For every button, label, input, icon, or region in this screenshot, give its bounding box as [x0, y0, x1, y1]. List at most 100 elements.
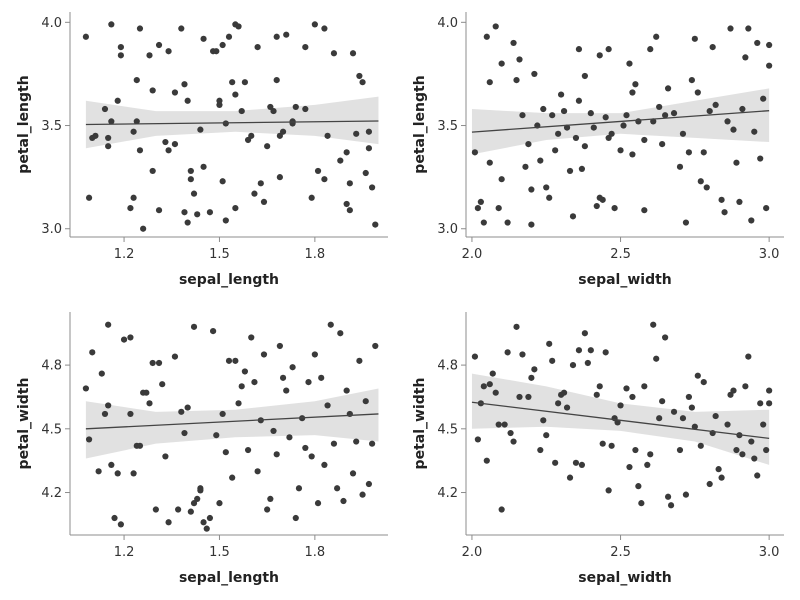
y-tick-label: 3.5 — [437, 119, 458, 134]
scatter-point — [321, 176, 328, 183]
scatter-point — [691, 35, 698, 42]
confidence-band — [471, 373, 770, 465]
scatter-point — [222, 217, 229, 224]
scatter-point — [308, 453, 315, 460]
scatter-point — [260, 198, 268, 206]
scatter-point — [197, 126, 204, 133]
scatter-point — [356, 72, 363, 80]
x-tick-label: 1.8 — [305, 247, 326, 262]
y-tick-label: 3.0 — [437, 222, 458, 237]
scatter-point — [248, 132, 255, 139]
scatter-point — [219, 410, 226, 418]
scatter-point — [190, 190, 198, 197]
scatter-point — [647, 46, 654, 53]
scatter-point — [85, 436, 93, 443]
scatter-point — [356, 357, 363, 364]
subplot-4: 2.0 2.5 3.0 4.2 4.5 4.8 sepal_width petal_width — [412, 312, 784, 586]
scatter-point — [575, 97, 583, 104]
scatter-point — [190, 500, 198, 507]
scatter-point — [632, 81, 639, 88]
scatter-point — [626, 463, 633, 471]
scatter-point — [120, 336, 128, 343]
scatter-point — [248, 334, 255, 341]
scatter-point — [638, 500, 645, 507]
scatter-point — [754, 472, 761, 479]
scatter-point — [614, 419, 621, 426]
scatter-point — [311, 351, 318, 358]
scatter-point — [540, 417, 547, 424]
scatter-point — [136, 25, 144, 32]
scatter-point — [232, 205, 239, 212]
scatter-point — [349, 470, 357, 477]
scatter-point — [483, 457, 490, 464]
scatter-point — [587, 110, 594, 117]
scatter-point — [219, 41, 226, 49]
scatter-point — [101, 105, 109, 113]
scatter-point — [190, 323, 198, 330]
scatter-point — [130, 470, 137, 477]
subplot-1: 1.2 1.5 1.8 3.0 3.5 4.0 sepal_length petal_leng… — [16, 12, 388, 288]
scatter-point — [498, 176, 505, 183]
scatter-point — [495, 205, 502, 212]
scatter-point — [279, 128, 287, 135]
scatter-point — [365, 480, 373, 488]
scatter-point — [581, 330, 588, 337]
scatter-point — [641, 383, 648, 390]
scatter-point — [292, 514, 299, 522]
scatter-point — [757, 400, 764, 407]
scatter-point — [178, 25, 185, 32]
scatter-point — [555, 130, 562, 137]
scatter-point — [184, 404, 191, 411]
scatter-point — [543, 432, 550, 439]
scatter-point — [483, 33, 490, 40]
scatter-point — [162, 453, 169, 460]
scatter-point — [149, 167, 156, 175]
y-axis-label: petal_length — [16, 75, 32, 173]
scatter-point — [751, 455, 758, 462]
x-axis-label: sepal_length — [179, 272, 279, 288]
scatter-point — [92, 132, 99, 139]
scatter-point — [175, 506, 182, 513]
scatter-point — [543, 184, 550, 191]
subplot-3: 1.2 1.5 1.8 4.2 4.5 4.8 sepal_length petal_widt… — [16, 312, 388, 586]
scatter-point — [605, 487, 612, 494]
scatter-point — [641, 207, 648, 214]
scatter-point — [617, 147, 624, 154]
x-tick-label: 1.8 — [305, 545, 326, 560]
scatter-point — [653, 33, 660, 40]
scatter-point — [715, 466, 722, 473]
scatter-point — [495, 421, 502, 428]
scatter-point — [276, 342, 283, 350]
scatter-point — [289, 364, 296, 371]
scatter-point — [127, 410, 134, 418]
scatter-point — [251, 378, 258, 386]
x-axis-label: sepal_width — [578, 570, 672, 586]
scatter-point — [662, 334, 669, 341]
scatter-point — [593, 202, 600, 210]
y-tick-label: 4.5 — [437, 422, 458, 437]
scatter-point — [549, 357, 556, 364]
scatter-point — [353, 130, 360, 137]
scatter-point — [165, 147, 172, 154]
scatter-point — [513, 323, 520, 330]
scatter-point — [596, 52, 603, 59]
scatter-point — [187, 167, 194, 175]
scatter-points — [82, 21, 379, 232]
scatter-point — [254, 43, 261, 51]
scatter-point — [653, 355, 660, 362]
scatter-point — [492, 23, 499, 30]
scatter-point — [623, 112, 630, 119]
scatter-point — [635, 483, 642, 490]
scatter-point — [531, 70, 538, 78]
scatter-point — [330, 440, 338, 447]
scatter-point — [721, 209, 728, 216]
scatter-point — [324, 402, 331, 409]
scatter-point — [558, 91, 565, 98]
scatter-point — [659, 141, 666, 148]
scatter-point — [311, 21, 318, 28]
y-tick-label: 4.0 — [437, 16, 458, 31]
scatter-point — [712, 101, 719, 108]
scatter-point — [540, 105, 547, 113]
scatter-point — [279, 374, 287, 381]
scatter-point — [751, 128, 758, 135]
